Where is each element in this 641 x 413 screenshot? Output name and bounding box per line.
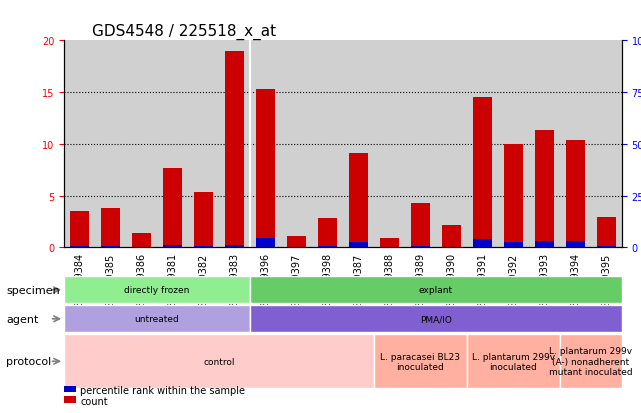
Text: L. plantarum 299v
(A-) nonadherent
mutant inoculated: L. plantarum 299v (A-) nonadherent mutan…	[549, 347, 633, 376]
Bar	[374, 41, 405, 248]
Bar	[566, 140, 585, 248]
Bar	[318, 247, 337, 248]
Bar	[560, 41, 591, 248]
Bar	[529, 41, 560, 248]
Bar	[380, 247, 399, 248]
Bar	[467, 41, 498, 248]
Bar	[126, 41, 157, 248]
Bar	[95, 41, 126, 248]
Bar	[473, 98, 492, 248]
Bar	[411, 247, 429, 248]
Bar	[566, 241, 585, 248]
Bar	[225, 52, 244, 248]
Bar	[442, 247, 461, 248]
Bar	[405, 41, 436, 248]
Bar	[281, 41, 312, 248]
Bar	[591, 41, 622, 248]
Text: explant: explant	[419, 286, 453, 294]
Text: count: count	[80, 396, 108, 406]
Bar	[349, 154, 368, 248]
Bar	[349, 243, 368, 248]
Text: untreated: untreated	[135, 315, 179, 323]
Bar	[219, 41, 250, 248]
Text: GDS4548 / 225518_x_at: GDS4548 / 225518_x_at	[92, 24, 276, 40]
Bar	[225, 246, 244, 248]
Bar	[101, 209, 120, 248]
Bar	[157, 41, 188, 248]
Bar	[132, 233, 151, 248]
Bar	[101, 247, 120, 248]
Bar	[287, 247, 306, 248]
Bar	[597, 247, 615, 248]
Bar	[287, 236, 306, 248]
Bar	[473, 240, 492, 248]
Bar	[71, 247, 89, 248]
Bar	[504, 242, 522, 248]
Text: PMA/IO: PMA/IO	[420, 315, 452, 323]
Bar	[163, 169, 182, 248]
Bar	[343, 41, 374, 248]
Bar	[194, 192, 213, 248]
Bar	[442, 225, 461, 248]
Text: protocol: protocol	[6, 356, 52, 366]
Bar	[380, 238, 399, 248]
Text: control: control	[203, 357, 235, 366]
Text: percentile rank within the sample: percentile rank within the sample	[80, 385, 245, 395]
Bar	[535, 241, 554, 248]
Bar	[597, 218, 615, 248]
Bar	[163, 246, 182, 248]
Bar	[318, 219, 337, 248]
Bar	[535, 131, 554, 248]
Text: agent: agent	[6, 314, 39, 324]
Text: L. plantarum 299v
inoculated: L. plantarum 299v inoculated	[472, 352, 555, 371]
Bar	[411, 203, 429, 248]
Bar	[498, 41, 529, 248]
Bar	[64, 41, 95, 248]
Bar	[436, 41, 467, 248]
Bar	[71, 211, 89, 248]
Bar	[312, 41, 343, 248]
Bar	[194, 247, 213, 248]
Bar	[250, 41, 281, 248]
Text: specimen: specimen	[6, 285, 60, 295]
Text: directly frozen: directly frozen	[124, 286, 190, 294]
Bar	[256, 90, 275, 248]
Text: L. paracasei BL23
inoculated: L. paracasei BL23 inoculated	[380, 352, 460, 371]
Bar	[188, 41, 219, 248]
Bar	[256, 239, 275, 248]
Bar	[504, 145, 522, 248]
Bar	[132, 247, 151, 248]
